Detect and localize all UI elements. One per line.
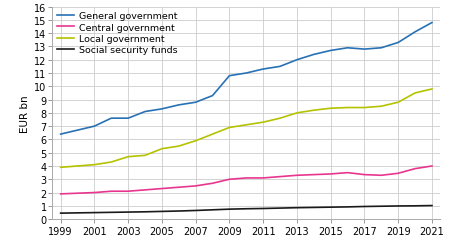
General government bbox=[294, 59, 300, 62]
Local government bbox=[210, 133, 215, 136]
Social security funds bbox=[159, 210, 165, 213]
General government bbox=[125, 117, 131, 120]
Central government bbox=[294, 174, 300, 177]
Social security funds bbox=[362, 205, 367, 208]
Central government bbox=[92, 191, 97, 194]
Local government bbox=[277, 117, 283, 120]
Local government bbox=[92, 164, 97, 167]
General government bbox=[244, 72, 249, 75]
Local government bbox=[142, 154, 148, 157]
General government bbox=[142, 111, 148, 114]
General government bbox=[412, 31, 418, 34]
Central government bbox=[311, 173, 316, 176]
Local government bbox=[429, 88, 434, 91]
General government bbox=[176, 104, 182, 107]
General government bbox=[58, 133, 64, 136]
Local government bbox=[328, 107, 333, 110]
General government bbox=[92, 125, 97, 128]
General government bbox=[395, 42, 401, 45]
Social security funds bbox=[294, 206, 300, 209]
Central government bbox=[429, 165, 434, 168]
Social security funds bbox=[193, 209, 198, 212]
Social security funds bbox=[311, 206, 316, 209]
General government bbox=[159, 108, 165, 111]
Central government bbox=[345, 171, 350, 174]
General government bbox=[328, 50, 333, 53]
Central government bbox=[142, 188, 148, 192]
Y-axis label: EUR bn: EUR bn bbox=[20, 95, 30, 132]
General government bbox=[429, 22, 434, 25]
Local government bbox=[362, 107, 367, 110]
Central government bbox=[244, 177, 249, 180]
Local government bbox=[412, 92, 418, 95]
Central government bbox=[193, 185, 198, 188]
Social security funds bbox=[109, 211, 114, 214]
Social security funds bbox=[58, 212, 64, 215]
Social security funds bbox=[261, 207, 266, 210]
Local government bbox=[159, 148, 165, 151]
General government bbox=[345, 47, 350, 50]
Central government bbox=[328, 173, 333, 176]
Social security funds bbox=[277, 207, 283, 210]
General government bbox=[109, 117, 114, 120]
Central government bbox=[75, 192, 80, 195]
Central government bbox=[210, 182, 215, 185]
General government bbox=[210, 95, 215, 98]
Social security funds bbox=[412, 205, 418, 208]
Central government bbox=[176, 186, 182, 189]
Central government bbox=[362, 173, 367, 176]
Central government bbox=[379, 174, 384, 177]
Central government bbox=[395, 172, 401, 175]
Social security funds bbox=[429, 204, 434, 207]
Local government bbox=[176, 145, 182, 148]
Local government bbox=[345, 107, 350, 110]
Line: Central government: Central government bbox=[61, 166, 432, 194]
Line: Social security funds: Social security funds bbox=[61, 206, 432, 213]
Local government bbox=[261, 121, 266, 124]
Local government bbox=[75, 165, 80, 168]
Local government bbox=[379, 105, 384, 108]
Line: Local government: Local government bbox=[61, 89, 432, 168]
General government bbox=[311, 54, 316, 57]
Local government bbox=[109, 161, 114, 164]
Social security funds bbox=[244, 207, 249, 210]
Local government bbox=[58, 166, 64, 169]
General government bbox=[362, 48, 367, 51]
Local government bbox=[244, 124, 249, 127]
General government bbox=[227, 75, 232, 78]
Line: General government: General government bbox=[61, 23, 432, 135]
Social security funds bbox=[142, 210, 148, 213]
Local government bbox=[193, 140, 198, 143]
Social security funds bbox=[176, 210, 182, 213]
General government bbox=[379, 47, 384, 50]
Social security funds bbox=[345, 206, 350, 209]
Social security funds bbox=[227, 208, 232, 211]
Local government bbox=[395, 101, 401, 104]
General government bbox=[277, 66, 283, 69]
Social security funds bbox=[379, 205, 384, 208]
Central government bbox=[109, 190, 114, 193]
Social security funds bbox=[75, 211, 80, 214]
Social security funds bbox=[328, 206, 333, 209]
Local government bbox=[125, 155, 131, 159]
Local government bbox=[227, 127, 232, 130]
Local government bbox=[311, 109, 316, 112]
Social security funds bbox=[210, 208, 215, 211]
Social security funds bbox=[92, 211, 97, 214]
Central government bbox=[277, 175, 283, 178]
Central government bbox=[261, 177, 266, 180]
Central government bbox=[159, 187, 165, 190]
General government bbox=[193, 101, 198, 104]
Social security funds bbox=[395, 205, 401, 208]
Central government bbox=[412, 167, 418, 170]
General government bbox=[261, 68, 266, 71]
Central government bbox=[125, 190, 131, 193]
General government bbox=[75, 129, 80, 132]
Legend: General government, Central government, Local government, Social security funds: General government, Central government, … bbox=[55, 10, 179, 57]
Social security funds bbox=[125, 211, 131, 214]
Local government bbox=[294, 112, 300, 115]
Central government bbox=[227, 178, 232, 181]
Central government bbox=[58, 193, 64, 196]
